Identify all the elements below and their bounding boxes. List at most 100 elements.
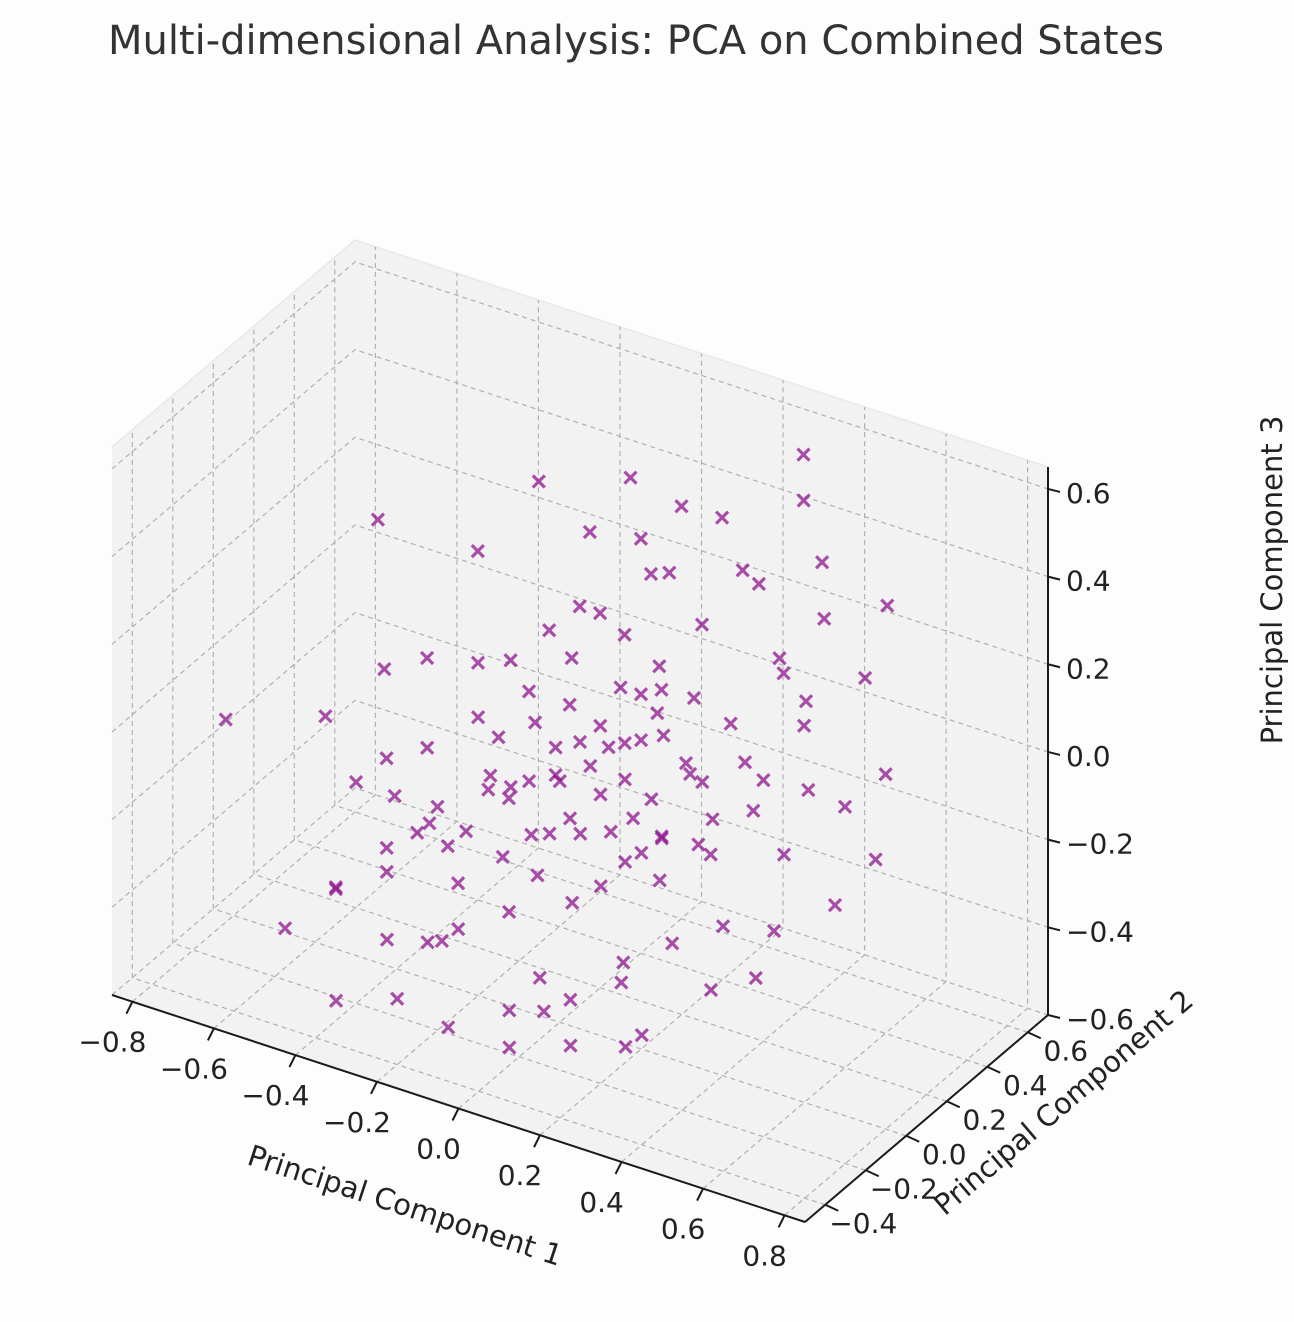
- data-point-stroke: [470, 710, 486, 725]
- data-point-stroke: [814, 555, 830, 570]
- z-tick: [1047, 663, 1061, 669]
- data-point-stroke: [458, 824, 474, 839]
- z-tick-label: 0.0: [1066, 740, 1111, 773]
- data-point: [633, 732, 649, 748]
- data-point: [857, 670, 873, 686]
- data-point-stroke: [562, 697, 577, 712]
- data-point-stroke: [542, 623, 557, 638]
- data-point-stroke: [798, 694, 814, 709]
- data-point-stroke: [766, 923, 782, 939]
- data-point-stroke: [379, 864, 394, 880]
- data-point: [563, 1038, 578, 1053]
- x-tick: [696, 1188, 704, 1202]
- data-point-stroke: [377, 661, 392, 677]
- z-tick-label: 0.4: [1066, 565, 1111, 598]
- data-point: [617, 854, 633, 870]
- x-gridline: [458, 353, 703, 1109]
- data-point-stroke: [483, 768, 498, 783]
- y-tick-label: −0.2: [870, 1172, 938, 1205]
- data-point-stroke: [633, 687, 649, 702]
- z-tick-label: 0.2: [1066, 652, 1111, 685]
- data-point: [868, 852, 883, 867]
- data-point: [817, 611, 832, 626]
- y-tick-label: 0.6: [1044, 1034, 1089, 1067]
- z-tick: [1047, 487, 1061, 493]
- data-point: [746, 803, 761, 818]
- data-point: [678, 755, 694, 771]
- data-point-stroke: [531, 474, 546, 489]
- data-point-stroke: [644, 792, 659, 807]
- data-point-stroke: [524, 827, 539, 842]
- data-point-stroke: [328, 881, 344, 897]
- data-point: [542, 623, 557, 638]
- data-point-stroke: [634, 845, 649, 861]
- data-point-stroke: [650, 705, 665, 721]
- x-tick: [614, 1161, 623, 1175]
- y-gridline: [172, 395, 866, 1171]
- z-tick: [1047, 575, 1061, 581]
- y-gridline: [293, 291, 988, 1068]
- z-tick: [1047, 750, 1061, 756]
- data-point-stroke: [617, 772, 633, 787]
- data-point: [470, 655, 486, 670]
- data-point: [617, 772, 633, 787]
- data-point-stroke: [801, 782, 816, 798]
- data-point-stroke: [776, 847, 792, 862]
- data-point: [682, 766, 698, 782]
- y-gridline: [253, 326, 947, 1102]
- data-point-stroke: [682, 766, 698, 782]
- data-point: [410, 825, 425, 840]
- data-point: [662, 565, 677, 580]
- data-point-stroke: [502, 1040, 517, 1055]
- data-point-stroke: [593, 787, 608, 802]
- z-tick: [1047, 926, 1061, 932]
- data-point-stroke: [370, 512, 386, 527]
- z-tick-label: −0.2: [1066, 828, 1134, 861]
- data-point: [420, 935, 435, 950]
- z-gridline: [111, 524, 1049, 753]
- data-point: [565, 895, 580, 910]
- z-tick-label: −0.6: [1066, 1003, 1134, 1036]
- data-point: [527, 715, 543, 730]
- y-tick-label: 0.0: [922, 1138, 967, 1171]
- data-point-stroke: [491, 730, 506, 745]
- data-point: [502, 1040, 517, 1055]
- data-point: [419, 650, 435, 666]
- data-point: [694, 617, 710, 632]
- data-point: [593, 718, 608, 734]
- data-point: [501, 791, 517, 806]
- data-point-stroke: [817, 611, 832, 626]
- data-point-stroke: [617, 735, 632, 751]
- data-point: [521, 684, 537, 699]
- data-point-stroke: [318, 709, 333, 724]
- data-point: [536, 1004, 552, 1019]
- data-point: [614, 975, 629, 990]
- x-tick-label: 0.4: [579, 1186, 624, 1219]
- data-point-stroke: [530, 868, 545, 883]
- data-point-stroke: [592, 605, 608, 621]
- y-tick: [905, 1134, 920, 1143]
- data-point: [582, 524, 598, 540]
- data-point-stroke: [532, 970, 547, 985]
- data-point-stroke: [564, 650, 579, 666]
- data-point: [532, 970, 547, 985]
- data-point-stroke: [451, 921, 466, 937]
- data-point: [387, 788, 402, 804]
- data-point: [441, 1020, 456, 1035]
- data-point-stroke: [776, 666, 791, 681]
- data-point-stroke: [686, 690, 702, 706]
- data-point: [552, 773, 567, 789]
- data-point: [751, 576, 767, 592]
- data-point-stroke: [495, 849, 510, 865]
- data-point: [703, 847, 718, 862]
- y-tick: [986, 1065, 1001, 1074]
- z-tick-label: 0.6: [1066, 477, 1111, 510]
- data-point: [705, 812, 720, 827]
- x-tick-label: 0.2: [498, 1159, 543, 1192]
- data-point-stroke: [379, 932, 395, 947]
- data-point: [434, 933, 450, 949]
- data-point-stroke: [420, 935, 435, 950]
- y-tick-label: 0.2: [963, 1103, 1008, 1136]
- data-point-stroke: [827, 897, 843, 913]
